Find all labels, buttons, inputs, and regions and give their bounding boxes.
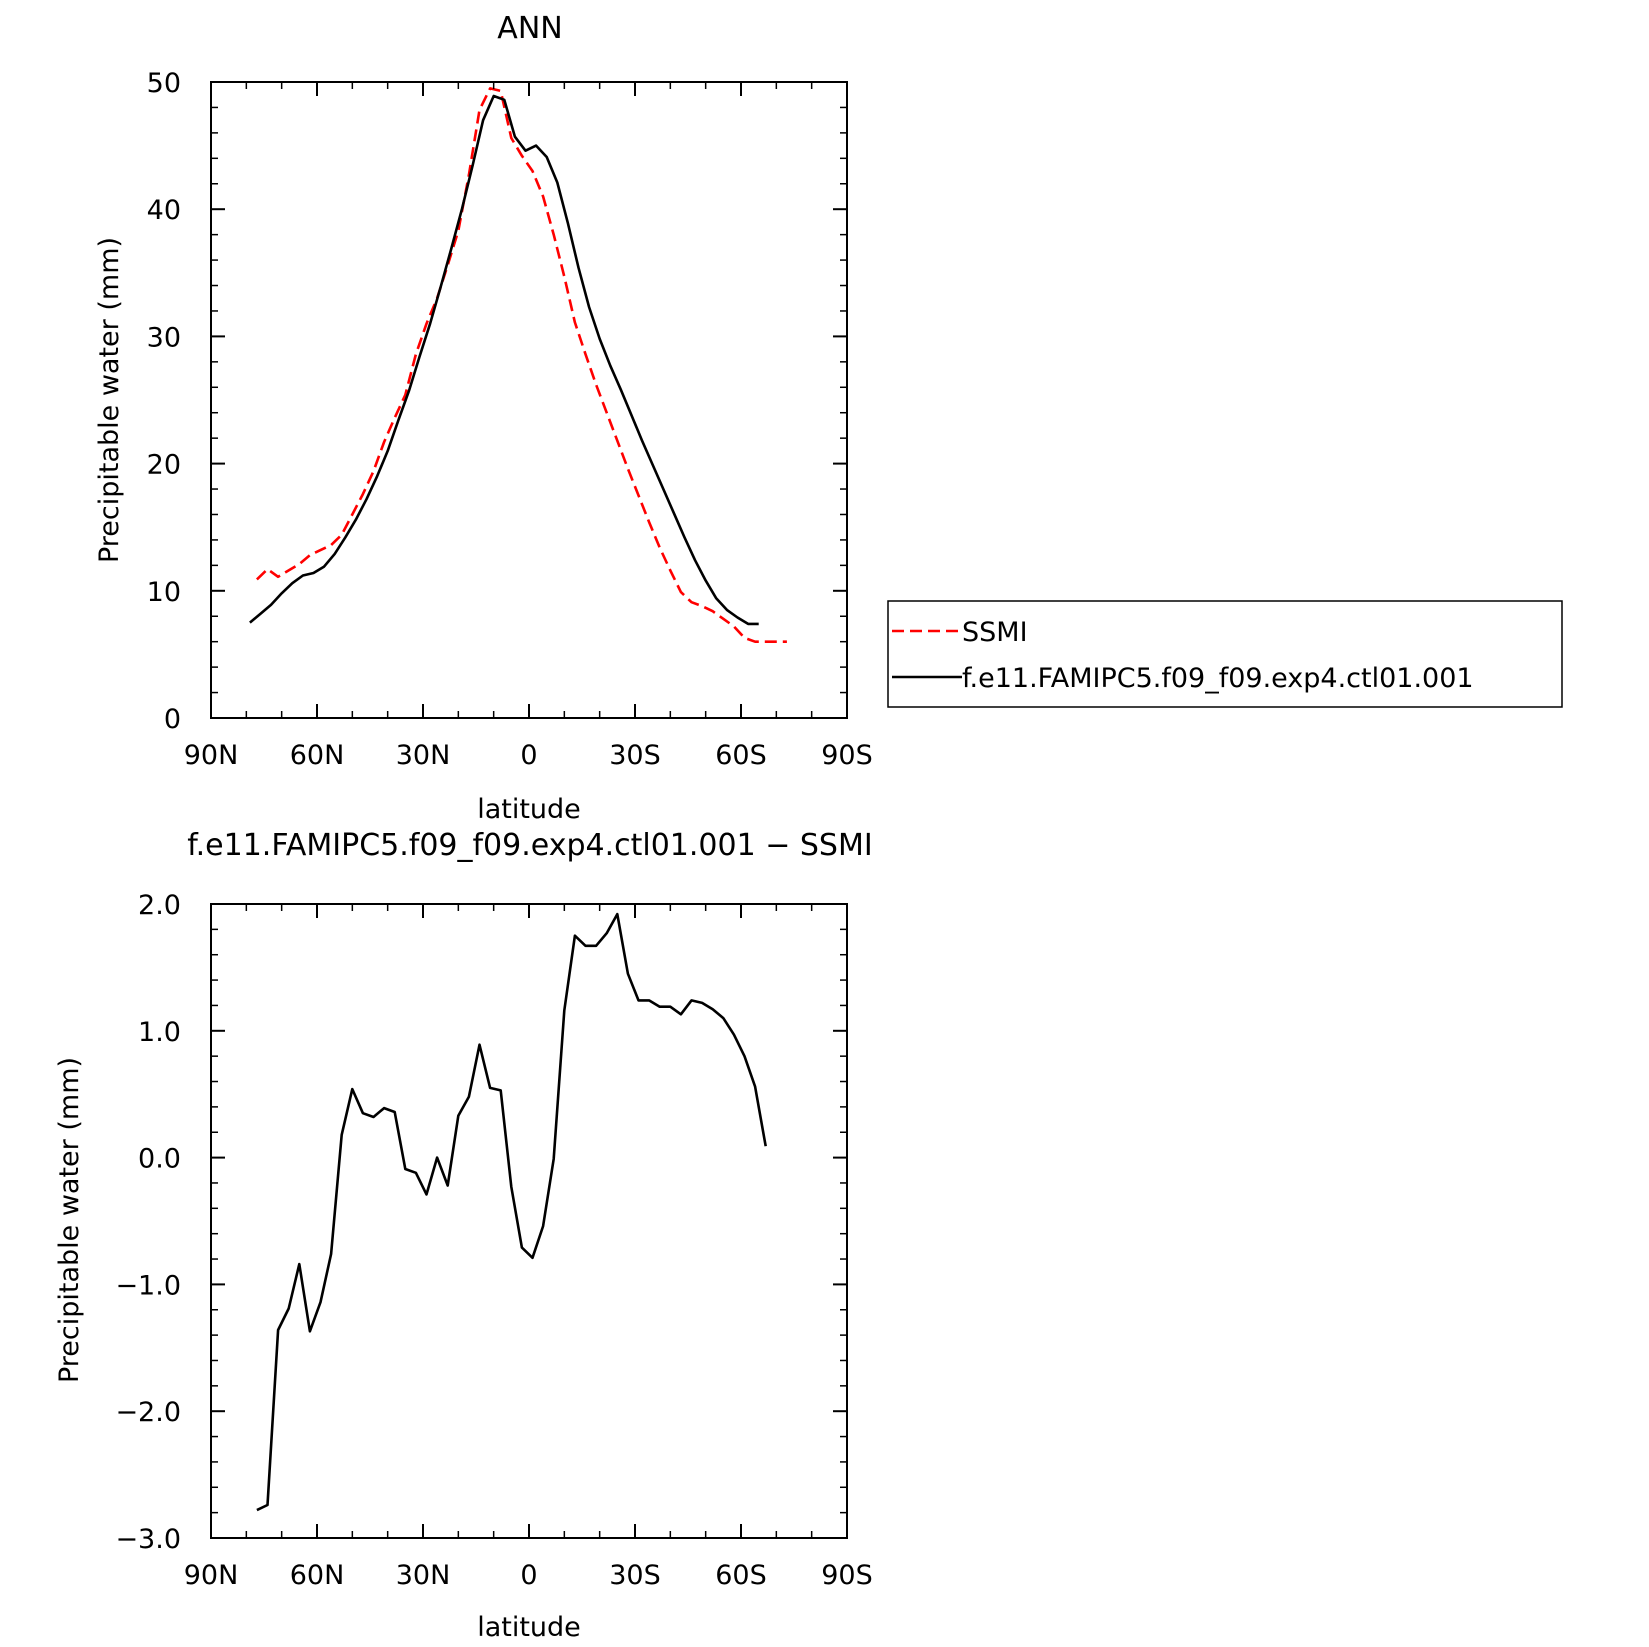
bottom-panel: f.e11.FAMIPC5.f09_f09.exp4.ctl01.001 − S… <box>54 828 873 1643</box>
top-y-axis-label: Precipitable water (mm) <box>94 237 125 563</box>
top-y-tick-label: 30 <box>147 322 181 353</box>
top-x-tick-label: 60S <box>715 740 767 771</box>
top-x-tick-label: 60N <box>290 740 345 771</box>
bottom-y-tick-label: −3.0 <box>115 1524 181 1555</box>
top-x-tick-label: 30S <box>609 740 661 771</box>
bottom-chart-title: f.e11.FAMIPC5.f09_f09.exp4.ctl01.001 − S… <box>187 828 872 863</box>
top-x-tick-label: 90N <box>184 740 239 771</box>
bottom-y-axis-label: Precipitable water (mm) <box>54 1057 85 1383</box>
bottom-x-tick-label: 90N <box>184 1560 239 1591</box>
top-y-tick-label: 0 <box>164 704 181 735</box>
top-plot-frame <box>210 81 848 719</box>
top-y-tick-label: 50 <box>147 68 181 99</box>
bottom-x-tick-label: 60N <box>290 1560 345 1591</box>
bottom-x-tick-label: 30N <box>396 1560 451 1591</box>
bottom-x-tick-label: 0 <box>520 1560 537 1591</box>
bottom-y-tick-label: −2.0 <box>115 1397 181 1428</box>
bottom-x-tick-label: 60S <box>715 1560 767 1591</box>
top-series-line-0 <box>255 87 787 644</box>
top-y-tick-label: 10 <box>147 577 181 608</box>
top-plot-area <box>249 87 787 644</box>
bottom-x-tick-label: 30S <box>609 1560 661 1591</box>
top-y-tick-label: 20 <box>147 450 181 481</box>
top-x-tick-label: 30N <box>396 740 451 771</box>
bottom-series-line-0 <box>256 912 767 1512</box>
legend-box <box>887 600 1563 708</box>
top-chart-title: ANN <box>497 11 562 46</box>
legend-label-model: f.e11.FAMIPC5.f09_f09.exp4.ctl01.001 <box>962 663 1474 694</box>
bottom-plot-frame <box>210 903 848 1539</box>
bottom-x-tick-label: 90S <box>821 1560 873 1591</box>
top-x-tick-label: 0 <box>520 740 537 771</box>
top-axis-ticks: 90N 60N 30N 0 30S 60S 90S 0 10 20 30 40 50 <box>147 68 873 771</box>
bottom-axis-ticks: 90N 60N 30N 0 30S 60S 90S 2.0 1.0 0.0 −1.0 −2.0 −3.0 <box>115 890 872 1591</box>
top-series-line-1 <box>249 94 759 626</box>
bottom-x-axis-label: latitude <box>477 1612 581 1643</box>
top-x-axis-label: latitude <box>477 794 581 825</box>
bottom-y-tick-label: −1.0 <box>115 1270 181 1301</box>
top-y-tick-label: 40 <box>147 195 181 226</box>
top-x-tick-label: 90S <box>821 740 873 771</box>
bottom-y-tick-label: 2.0 <box>138 890 181 921</box>
legend-label-ssmi: SSMI <box>962 617 1028 648</box>
bottom-y-tick-label: 0.0 <box>138 1144 181 1175</box>
legend: SSMI f.e11.FAMIPC5.f09_f09.exp4.ctl01.00… <box>887 600 1563 708</box>
bottom-plot-area <box>256 912 767 1512</box>
bottom-y-tick-label: 1.0 <box>138 1017 181 1048</box>
top-panel: ANN 90N 60N 30N 0 30S 60S 90S 0 10 20 30 40 50 Preci… <box>94 11 873 825</box>
